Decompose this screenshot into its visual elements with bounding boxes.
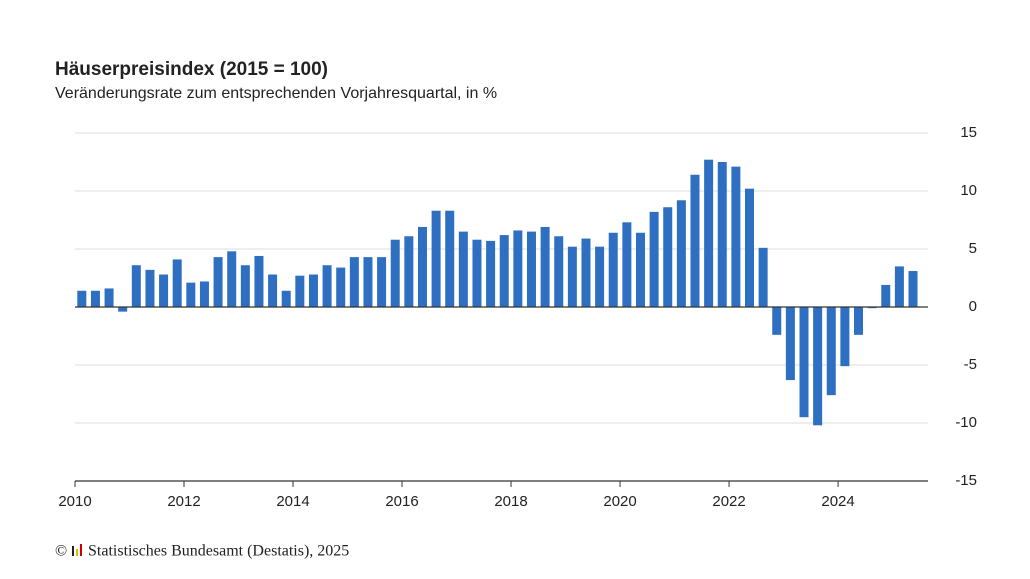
bar	[458, 231, 468, 307]
bar	[690, 174, 700, 307]
bar	[118, 307, 128, 312]
bar	[227, 251, 237, 307]
bar	[472, 239, 482, 307]
bar	[826, 307, 836, 396]
bar	[431, 210, 441, 307]
bar	[90, 290, 100, 307]
bar	[445, 210, 455, 307]
bar	[390, 239, 400, 307]
y-tick-label: 10	[960, 182, 977, 199]
bar	[404, 236, 414, 307]
bar	[581, 238, 591, 307]
bar	[268, 274, 278, 307]
x-tick-label: 2024	[821, 493, 854, 510]
x-tick-label: 2010	[58, 493, 91, 510]
bar	[908, 271, 918, 307]
bar	[894, 266, 904, 307]
bar	[622, 222, 632, 307]
x-tick-label: 2020	[603, 493, 636, 510]
x-tick-label: 2018	[494, 493, 527, 510]
y-tick-label: 5	[969, 240, 977, 257]
bar	[377, 257, 387, 307]
x-tick-label: 2016	[385, 493, 418, 510]
bar	[104, 288, 114, 307]
x-tick-label: 2022	[712, 493, 745, 510]
bar	[131, 265, 141, 307]
bar	[649, 211, 659, 307]
bar	[349, 257, 359, 307]
x-tick-label: 2014	[276, 493, 309, 510]
bar	[785, 307, 795, 381]
bar	[840, 307, 850, 367]
bar	[186, 282, 196, 307]
x-tick-label: 2012	[167, 493, 200, 510]
bar	[663, 207, 673, 307]
bar	[635, 232, 645, 307]
bar	[145, 269, 155, 307]
source: Statistisches Bundesamt (Destatis), 2025	[88, 543, 349, 560]
bar	[676, 200, 686, 307]
bar	[744, 188, 754, 307]
bar	[799, 307, 809, 418]
copyright: ©	[55, 543, 67, 560]
bar	[704, 159, 714, 307]
bar	[499, 235, 509, 307]
y-tick-label: -10	[955, 414, 977, 431]
bar	[854, 307, 864, 335]
bar	[813, 307, 823, 426]
y-tick-label: -5	[964, 356, 977, 373]
bar	[608, 232, 618, 307]
bar	[213, 257, 223, 307]
bar	[595, 246, 605, 307]
chart-subtitle: Veränderungsrate zum entsprechenden Vorj…	[55, 85, 497, 102]
bar	[731, 166, 741, 307]
chart-title: Häuserpreisindex (2015 = 100)	[55, 59, 328, 80]
bar	[717, 162, 727, 307]
bar	[526, 231, 536, 307]
bar	[77, 290, 87, 307]
bar	[567, 246, 577, 307]
bar	[881, 284, 891, 307]
bar	[295, 275, 305, 307]
bar	[486, 240, 496, 307]
y-tick-label: 15	[960, 124, 977, 141]
bar	[254, 255, 264, 307]
bar	[172, 259, 182, 307]
bar	[417, 226, 427, 307]
bar	[758, 247, 768, 307]
bar	[308, 274, 318, 307]
bar	[363, 257, 373, 307]
bar	[281, 290, 291, 307]
bar	[554, 236, 564, 307]
bar	[336, 267, 346, 307]
logo	[72, 544, 82, 556]
y-tick-label: 0	[969, 298, 977, 315]
bar	[240, 265, 250, 307]
bar	[513, 230, 523, 307]
bar	[540, 226, 550, 307]
bar	[322, 265, 332, 307]
bar	[772, 307, 782, 335]
bar	[159, 274, 169, 307]
y-tick-label: -15	[955, 472, 977, 489]
bar	[199, 281, 209, 307]
